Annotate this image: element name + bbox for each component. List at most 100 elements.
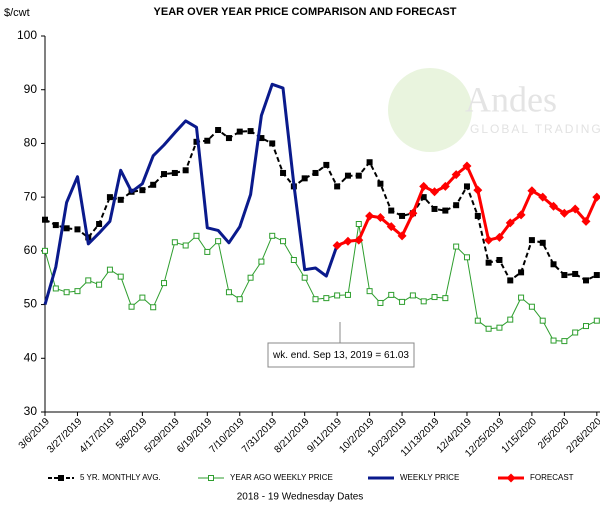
point [561, 272, 568, 279]
y-tick-label: 90 [24, 82, 38, 96]
y-tick-label: 40 [24, 350, 38, 364]
point [150, 181, 157, 188]
legend-item: FORECAST [498, 473, 574, 483]
point [442, 295, 449, 302]
point [150, 304, 157, 311]
point [355, 172, 362, 179]
point [399, 212, 406, 219]
point [161, 280, 168, 287]
point [375, 213, 385, 223]
point [366, 288, 373, 295]
point [593, 317, 600, 324]
legend-item: YEAR AGO WEEKLY PRICE [198, 473, 333, 482]
point [74, 288, 81, 295]
point [161, 171, 168, 178]
x-tick-label: 2/26/2020 [565, 416, 600, 456]
point [518, 269, 525, 276]
annotation: wk. end. Sep 13, 2019 = 61.03 [272, 350, 409, 361]
point [117, 273, 124, 280]
point [63, 289, 70, 296]
point [462, 161, 472, 171]
point [312, 169, 319, 176]
point [182, 242, 189, 249]
point [518, 294, 525, 301]
point [440, 181, 450, 191]
point [507, 277, 514, 284]
point [204, 137, 211, 144]
watermark-logo [388, 68, 472, 152]
point [528, 303, 535, 310]
point [453, 243, 460, 250]
point [343, 236, 353, 246]
point [85, 277, 92, 284]
point [528, 237, 535, 244]
point [366, 159, 373, 166]
point [539, 317, 546, 324]
point [74, 226, 81, 233]
point [377, 180, 384, 187]
legend-label: FORECAST [530, 473, 574, 482]
point [139, 187, 146, 194]
point [409, 292, 416, 299]
point [301, 274, 308, 281]
point [419, 181, 429, 191]
point [583, 277, 589, 284]
point [280, 169, 287, 176]
point [559, 208, 569, 218]
point [312, 296, 319, 303]
point [507, 316, 514, 323]
point [301, 175, 308, 182]
point [117, 196, 124, 203]
watermark: Andes [465, 79, 557, 119]
point [581, 216, 591, 226]
point [332, 240, 342, 250]
point [139, 294, 146, 301]
point [106, 266, 113, 273]
legend-label: 5 YR. MONTHLY AVG. [80, 473, 161, 482]
point [128, 303, 135, 310]
y-tick-label: 80 [24, 136, 38, 150]
point [365, 211, 375, 221]
point [323, 161, 330, 168]
point [52, 285, 59, 292]
point [408, 208, 418, 218]
series-line [43, 82, 339, 306]
point [570, 204, 580, 214]
point [431, 294, 438, 301]
point [484, 235, 494, 245]
x-axis-label: 2018 - 19 Wednesday Dates [237, 492, 364, 503]
legend-item: 5 YR. MONTHLY AVG. [48, 473, 161, 482]
legend-label: YEAR AGO WEEKLY PRICE [230, 473, 333, 482]
point [171, 169, 178, 176]
point [496, 324, 503, 331]
point [397, 231, 407, 241]
point [247, 274, 254, 281]
point [258, 135, 265, 142]
point [451, 170, 461, 180]
watermark-sub: GLOBAL TRADING [470, 122, 600, 136]
point [96, 221, 103, 227]
point [463, 254, 470, 261]
annotation-box [267, 342, 415, 368]
point [355, 221, 362, 227]
point [354, 235, 364, 245]
point [463, 183, 470, 190]
point [474, 212, 481, 219]
chart-title: YEAR OVER YEAR PRICE COMPARISON AND FORE… [154, 6, 457, 18]
point [52, 222, 59, 229]
point [225, 289, 232, 296]
series-line [336, 164, 599, 247]
point [377, 299, 384, 306]
point [344, 291, 351, 298]
point [420, 298, 427, 305]
point [539, 239, 546, 246]
point [550, 261, 557, 268]
y-tick-label: 50 [24, 297, 38, 311]
x-tick-label: 8/21/2019 [272, 416, 312, 456]
point [204, 248, 211, 255]
point [550, 337, 557, 344]
point [42, 247, 48, 254]
point [431, 205, 438, 212]
point [280, 238, 287, 245]
